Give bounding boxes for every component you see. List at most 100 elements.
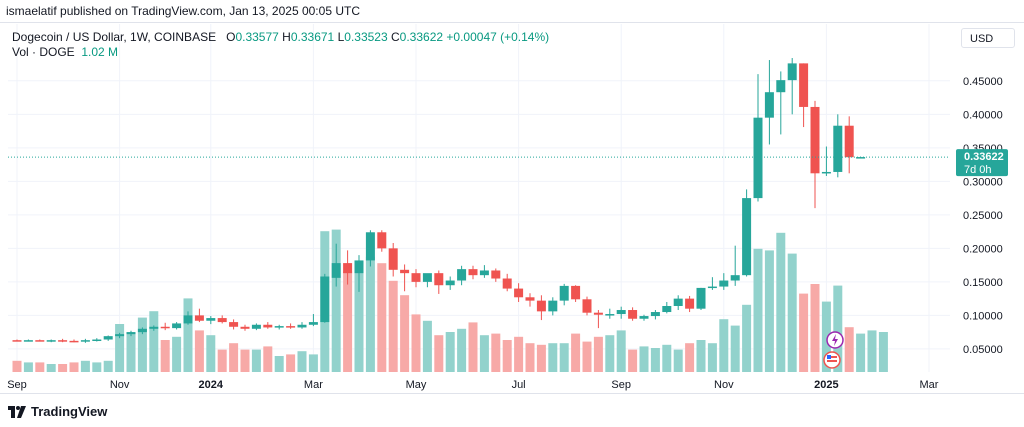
- candle-body: [354, 260, 364, 274]
- time-axis: Sep Nov 2024 Mar May Jul Sep Nov 2025 Mar: [7, 379, 939, 391]
- last-price-tag: 0.33622 7d 0h: [956, 149, 1008, 177]
- candle-body: [92, 339, 102, 342]
- volume-bar: [377, 263, 387, 372]
- price-axis-label: 0.45000: [963, 76, 1003, 88]
- candle-body: [263, 324, 273, 328]
- candle-body: [411, 273, 421, 282]
- currency-button[interactable]: USD: [961, 28, 1015, 48]
- volume-bar: [434, 335, 444, 372]
- time-axis-label: Jul: [512, 379, 526, 391]
- candle-body: [400, 269, 410, 274]
- candle-body: [12, 340, 22, 342]
- candle-body: [571, 285, 581, 300]
- volume-bar: [696, 340, 706, 372]
- volume-bar: [92, 362, 102, 372]
- candle-body: [457, 269, 467, 281]
- candle-body: [856, 157, 866, 159]
- candle-body: [160, 326, 170, 329]
- candle-body: [422, 273, 432, 282]
- candle-body: [331, 263, 341, 278]
- volume-bar: [639, 346, 649, 372]
- volume-bar: [856, 333, 866, 372]
- volume-bar: [240, 349, 250, 372]
- volume-bar: [103, 360, 113, 372]
- candle-body: [821, 171, 831, 174]
- candle-body: [388, 248, 398, 270]
- volume-bar: [502, 340, 512, 372]
- change-value: +0.00047 (+0.14%): [446, 30, 550, 44]
- candle-body: [616, 310, 626, 315]
- candle-body: [46, 340, 56, 342]
- volume-bar: [411, 314, 421, 372]
- volume-bar: [821, 301, 831, 372]
- candle-body: [194, 315, 204, 321]
- lightning-icon[interactable]: [826, 331, 844, 349]
- volume-bar: [331, 229, 341, 372]
- candle-body: [320, 276, 330, 323]
- publish-info: ismaelatif published on TradingView.com,…: [6, 4, 360, 18]
- candle-body: [719, 280, 729, 287]
- price-axis-label: 0.20000: [963, 243, 1003, 255]
- candle-body: [69, 340, 79, 343]
- volume-bar: [719, 319, 729, 372]
- candle-body: [764, 92, 774, 118]
- candle-body: [286, 326, 296, 328]
- volume-bar: [365, 256, 375, 372]
- candle-body: [730, 275, 740, 281]
- candle-body: [23, 340, 33, 342]
- low-label: L: [337, 30, 345, 44]
- time-axis-label: May: [406, 379, 427, 391]
- tradingview-logo[interactable]: TradingView: [8, 404, 107, 419]
- candle-body: [35, 340, 45, 342]
- open-label: O: [226, 30, 236, 44]
- volume-bar: [776, 232, 786, 372]
- candle-body: [582, 299, 592, 313]
- low-value: 0.33523: [344, 30, 388, 44]
- candle-body: [251, 324, 261, 329]
- volume-bar: [308, 354, 318, 372]
- candle-body: [343, 263, 353, 274]
- volume-bar: [810, 284, 820, 372]
- price-axis-label: 0.40000: [963, 109, 1003, 121]
- volume-bar: [115, 324, 125, 372]
- volume-bar: [787, 253, 797, 372]
- candle-body: [240, 326, 250, 329]
- candle-body: [548, 300, 558, 312]
- candle-body: [217, 318, 227, 323]
- volume-bar: [730, 325, 740, 372]
- volume-bar: [274, 356, 284, 372]
- price-axis-label: 0.05000: [963, 344, 1003, 356]
- candle-body: [229, 322, 239, 327]
- volume-bar: [343, 271, 353, 372]
- candle-body: [753, 117, 763, 199]
- volume-bar: [194, 330, 204, 372]
- volume-bar: [457, 328, 467, 372]
- candle-body: [742, 198, 752, 276]
- volume-bar: [844, 327, 854, 372]
- time-axis-label: Sep: [7, 379, 27, 391]
- high-label: H: [282, 30, 291, 44]
- candle-body: [377, 232, 387, 249]
- volume-bar: [388, 280, 398, 372]
- us-flag-icon[interactable]: [823, 351, 841, 369]
- candle-body: [491, 270, 501, 279]
- candles: [12, 58, 866, 343]
- volume-label[interactable]: Vol · DOGE: [12, 45, 75, 59]
- volume-bar: [491, 333, 501, 372]
- volume-bar: [263, 346, 273, 372]
- volume-bar: [80, 360, 90, 372]
- symbol-title[interactable]: Dogecoin / US Dollar, 1W, COINBASE: [12, 30, 217, 44]
- candle-body: [126, 332, 136, 335]
- candle-body: [172, 323, 182, 329]
- candle-body: [673, 298, 683, 306]
- last-price-value: 0.33622: [964, 151, 1004, 163]
- price-axis-label: 0.10000: [963, 310, 1003, 322]
- volume-bar: [742, 304, 752, 372]
- price-axis-label: 0.25000: [963, 210, 1003, 222]
- volume-bar: [662, 344, 672, 372]
- candle-body: [707, 286, 717, 289]
- candle-body: [468, 269, 478, 276]
- candle-body: [650, 312, 660, 317]
- candle-body: [536, 300, 546, 312]
